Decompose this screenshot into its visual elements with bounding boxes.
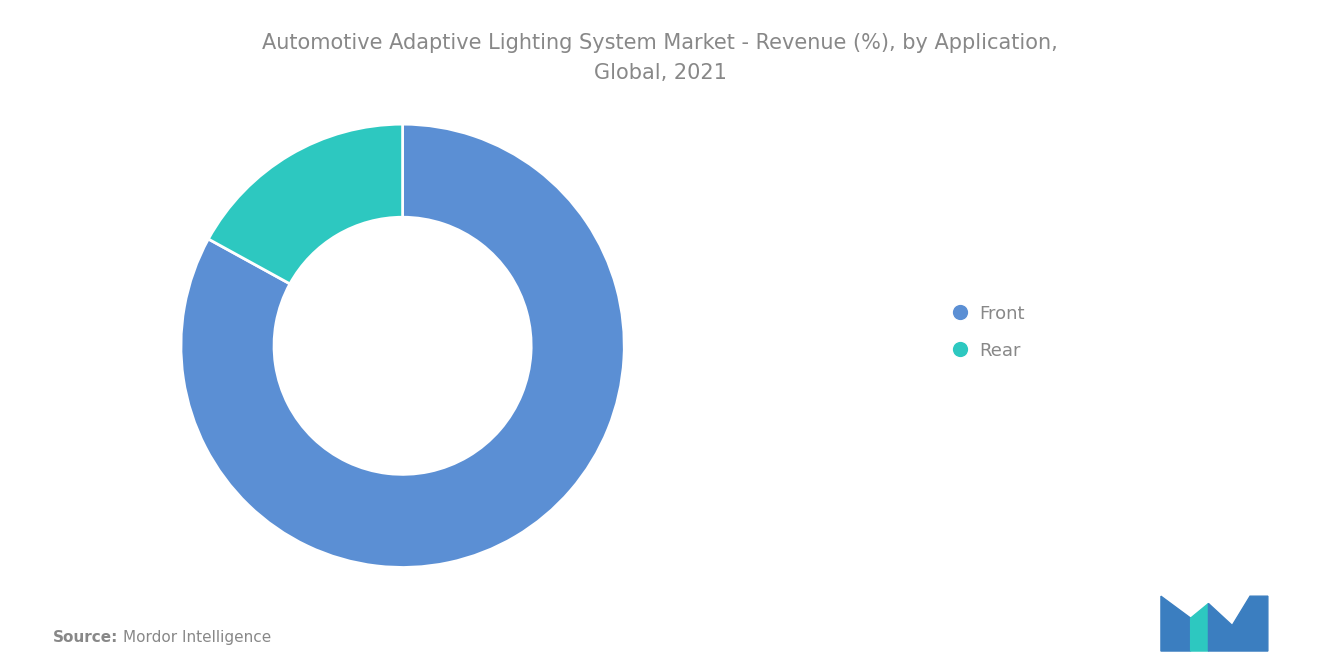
Polygon shape bbox=[1209, 596, 1267, 651]
Text: Source:: Source: bbox=[53, 630, 119, 645]
Text: Mordor Intelligence: Mordor Intelligence bbox=[123, 630, 271, 645]
Polygon shape bbox=[1162, 596, 1191, 651]
Legend: Front, Rear: Front, Rear bbox=[946, 296, 1034, 369]
Text: Automotive Adaptive Lighting System Market - Revenue (%), by Application,
Global: Automotive Adaptive Lighting System Mark… bbox=[263, 33, 1057, 83]
Polygon shape bbox=[1191, 604, 1209, 651]
Wedge shape bbox=[209, 124, 403, 284]
Wedge shape bbox=[181, 124, 624, 567]
